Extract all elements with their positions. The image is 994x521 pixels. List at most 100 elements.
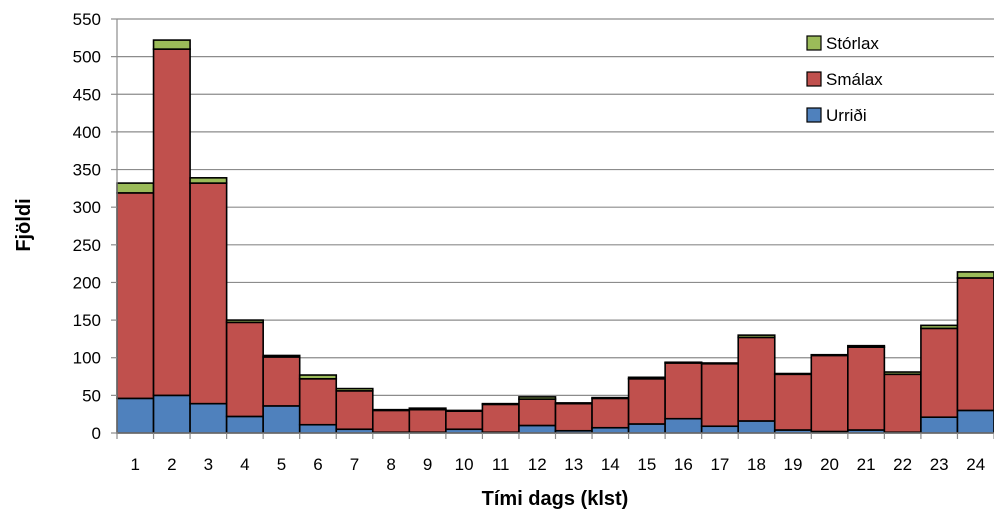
bar-segment [481, 403, 520, 434]
bar-stack [408, 407, 447, 434]
y-tick-label: 150 [73, 311, 101, 330]
bar-segment [152, 394, 191, 434]
bar-segment [700, 362, 740, 428]
x-tick-label: 4 [240, 455, 249, 474]
x-tick-label: 19 [784, 455, 803, 474]
bar-stack [189, 177, 228, 434]
bar-stack [371, 408, 411, 434]
x-tick-label: 23 [930, 455, 949, 474]
bar-segment [371, 408, 411, 412]
bar-segment [664, 361, 703, 364]
bar-stack [627, 376, 666, 434]
bar-segment [225, 319, 264, 324]
bar-stack [481, 402, 520, 434]
bar-segment [518, 396, 557, 400]
bar-segment [152, 48, 191, 397]
bar-segment [408, 408, 447, 434]
bar-stack [445, 409, 484, 434]
bar-segment [116, 182, 155, 194]
bar-stack [591, 396, 630, 434]
bar-segment [408, 407, 447, 411]
bar-stack [116, 182, 155, 434]
legend-swatch [806, 71, 822, 87]
bar-stack [335, 387, 374, 434]
legend-item: Urriði [806, 106, 867, 125]
bar-segment [262, 354, 301, 358]
bar-segment [737, 420, 776, 434]
bar-segment [883, 371, 922, 376]
bar-segment [627, 378, 666, 425]
x-tick-label: 24 [966, 455, 985, 474]
bar-segment [152, 39, 191, 50]
axes [111, 18, 994, 439]
legend-label: Smálax [826, 70, 883, 89]
bar-segment [956, 277, 994, 412]
y-tick-label: 250 [73, 236, 101, 255]
bar-segment [298, 378, 338, 426]
bar-stack [152, 39, 191, 434]
bar-segment [189, 177, 228, 184]
bar-segment [445, 409, 484, 412]
bar-segment [664, 417, 703, 434]
bar-segment [116, 397, 155, 434]
bar-stack [847, 344, 886, 434]
y-axis-title: Fjöldi [13, 198, 35, 251]
x-tick-label: 20 [820, 455, 839, 474]
legend-label: Stórlax [826, 34, 879, 53]
x-tick-label: 1 [131, 455, 140, 474]
bar-segment [810, 354, 849, 433]
bar-segment [773, 373, 813, 431]
bar-segment [627, 376, 666, 380]
bar-segment [335, 390, 374, 431]
x-tick-label: 16 [674, 455, 693, 474]
legend-item: Smálax [806, 70, 883, 89]
bar-segment [920, 327, 959, 418]
legend-item: Stórlax [806, 34, 879, 53]
bar-segment [298, 423, 338, 434]
x-tick-labels: 1 2 3 4 5 6 7 8 9 10 11 12 13 14 15 16 17 18 19 20 21 22 23 24 [131, 455, 986, 474]
bar-segment [810, 353, 849, 357]
bar-segment [335, 387, 374, 392]
x-tick-label: 9 [423, 455, 432, 474]
x-tick-label: 2 [167, 455, 176, 474]
legend-label: Urriði [826, 106, 867, 125]
bars [116, 39, 994, 434]
bar-segment [920, 324, 959, 330]
bar-stack [262, 354, 301, 434]
bar-stack [956, 271, 994, 434]
bar-stack [920, 324, 959, 434]
x-tick-label: 5 [277, 455, 286, 474]
bar-segment [591, 397, 630, 429]
bar-segment [847, 346, 886, 431]
bar-segment [737, 336, 776, 422]
bar-segment [956, 409, 994, 434]
bar-stack [554, 402, 593, 434]
x-tick-label: 17 [710, 455, 729, 474]
bar-segment [225, 415, 264, 434]
bar-stack [737, 334, 776, 434]
bar-segment [116, 192, 155, 400]
bar-segment [371, 409, 411, 434]
bar-segment [445, 410, 484, 431]
x-tick-label: 8 [386, 455, 395, 474]
y-tick-label: 500 [73, 48, 101, 67]
y-tick-label: 200 [73, 273, 101, 292]
x-tick-label: 12 [528, 455, 547, 474]
y-tick-label: 100 [73, 349, 101, 368]
x-tick-label: 22 [893, 455, 912, 474]
x-tick-label: 3 [204, 455, 213, 474]
bar-segment [920, 416, 959, 434]
x-tick-label: 7 [350, 455, 359, 474]
bar-stack [773, 372, 813, 434]
bar-stack [298, 374, 338, 434]
bar-segment [554, 402, 593, 405]
bar-segment [518, 398, 557, 427]
x-tick-label: 10 [455, 455, 474, 474]
bar-stack [883, 371, 922, 434]
legend: Stórlax Smálax Urriði [806, 34, 883, 125]
x-tick-label: 18 [747, 455, 766, 474]
bar-segment [189, 182, 228, 405]
bar-stack [700, 362, 740, 434]
y-tick-label: 550 [73, 10, 101, 29]
